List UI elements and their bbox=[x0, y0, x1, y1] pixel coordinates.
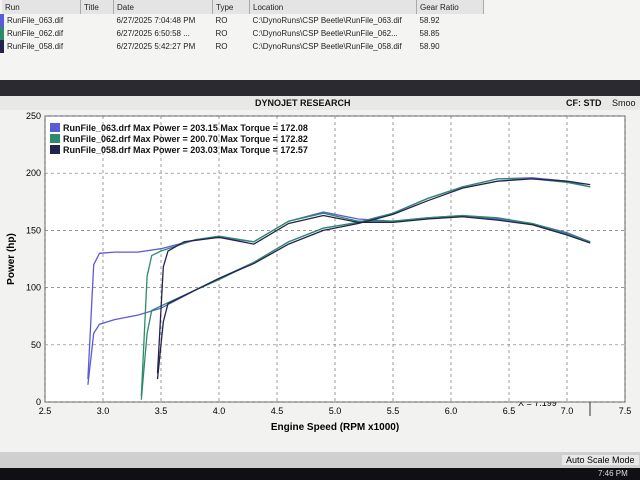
clock: 7:46 PM bbox=[598, 469, 628, 478]
chart: X = 7.199 0 50 100 150 200 250 2.5 3.0 3.5 4.0 4.5… bbox=[6, 111, 632, 433]
y-tick-label: 250 bbox=[26, 111, 41, 121]
cell: 6/27/2025 7:04:48 PM bbox=[116, 16, 196, 25]
x-tick-label: 4.0 bbox=[213, 406, 226, 416]
legend-swatch bbox=[50, 145, 60, 154]
cell: RunFile_062.dif bbox=[0, 27, 81, 40]
cell: 58.85 bbox=[419, 29, 440, 38]
x-tick-label: 3.0 bbox=[97, 406, 110, 416]
x-tick-label: 6.5 bbox=[503, 406, 516, 416]
taskbar: 7:46 PM bbox=[0, 468, 640, 480]
column-header: Type bbox=[212, 0, 250, 14]
column-header: Run bbox=[2, 0, 81, 14]
column-header: Title bbox=[80, 0, 114, 14]
legend-entry: RunFile_063.drf Max Power = 203.15 Max T… bbox=[63, 123, 308, 133]
cell: C:\DynoRuns\CSP Beetle\RunFile_063.dif bbox=[252, 16, 402, 25]
run-row[interactable]: RunFile_062.dif 6/27/2025 6:50:58 ... RO C:… bbox=[0, 27, 484, 40]
x-tick-label: 6.0 bbox=[445, 406, 458, 416]
x-tick-label: 2.5 bbox=[39, 406, 52, 416]
cell bbox=[81, 27, 114, 40]
run-rows: RunFile_063.dif 6/27/2025 7:04:48 PM RO C:\… bbox=[0, 14, 484, 53]
cell: 58.90 bbox=[419, 42, 440, 51]
cell: RunFile_063.dif bbox=[0, 14, 81, 27]
y-tick-label: 50 bbox=[31, 340, 41, 350]
cell: C:\DynoRuns\CSP Beetle\RunFile_058.dif bbox=[252, 42, 402, 51]
y-tick-label: 200 bbox=[26, 168, 41, 178]
column-header: Gear Ratio bbox=[416, 0, 484, 14]
cell: RO bbox=[215, 16, 228, 25]
cursor-annotation: X = 7.199 bbox=[518, 398, 557, 408]
y-tick-label: 100 bbox=[26, 283, 41, 293]
x-tick-label: 5.5 bbox=[387, 406, 400, 416]
smoothing-label: Smoo bbox=[612, 98, 636, 108]
x-tick-label: 5.0 bbox=[329, 406, 342, 416]
cell: RunFile_058.dif bbox=[0, 40, 81, 53]
cell bbox=[81, 40, 114, 53]
x-tick-label: 4.5 bbox=[271, 406, 284, 416]
run-row[interactable]: RunFile_063.dif 6/27/2025 7:04:48 PM RO C:\… bbox=[0, 14, 484, 27]
run-list: Run Title Date Type Location Gear Ratio RunFi… bbox=[0, 0, 640, 80]
legend-swatch bbox=[50, 123, 60, 132]
power-line bbox=[140, 178, 591, 400]
chart-header: DYNOJET RESEARCH CF: STD Smoo bbox=[0, 96, 640, 110]
cell: 6/27/2025 6:50:58 ... bbox=[116, 29, 190, 38]
y-tick-label: 0 bbox=[36, 397, 41, 407]
column-header: Location bbox=[249, 0, 417, 14]
cell: 58.92 bbox=[419, 16, 440, 25]
y-tick-label: 150 bbox=[26, 225, 41, 235]
status-bar: Auto Scale Mode bbox=[0, 452, 640, 468]
x-tick-label: 7.5 bbox=[619, 406, 632, 416]
torque-line bbox=[140, 212, 591, 397]
plot-area bbox=[44, 115, 626, 403]
legend-swatch bbox=[50, 134, 60, 143]
run-row[interactable]: RunFile_058.dif 6/27/2025 5:42:27 PM RO C:\… bbox=[0, 40, 484, 53]
column-header: Date bbox=[113, 0, 213, 14]
x-axis-label: Engine Speed (RPM x1000) bbox=[271, 422, 399, 433]
separator bbox=[0, 80, 640, 98]
cell: C:\DynoRuns\CSP Beetle\RunFile_062... bbox=[252, 29, 398, 38]
cell bbox=[81, 14, 114, 27]
cell: RO bbox=[215, 42, 228, 51]
x-tick-label: 7.0 bbox=[561, 406, 574, 416]
cell: 6/27/2025 5:42:27 PM bbox=[116, 42, 196, 51]
power-line bbox=[156, 178, 591, 380]
header-title: DYNOJET RESEARCH bbox=[255, 98, 351, 108]
header-row: Run Title Date Type Location Gear Ratio bbox=[2, 0, 484, 14]
run-table: Run Title Date Type Location Gear Ratio RunFi… bbox=[0, 0, 484, 53]
y-axis-label: Power (hp) bbox=[6, 233, 17, 285]
legend-entry: RunFile_058.drf Max Power = 203.03 Max T… bbox=[63, 145, 308, 155]
plot-panel: X = 7.199 0 50 100 150 200 250 2.5 3.0 3.5 4.0 4.5… bbox=[0, 110, 640, 452]
x-tick-label: 3.5 bbox=[155, 406, 168, 416]
cf-label: CF: STD bbox=[566, 98, 602, 108]
torque-line bbox=[156, 214, 591, 374]
legend-entry: RunFile_062.drf Max Power = 200.70 Max T… bbox=[63, 134, 308, 144]
cell: RO bbox=[215, 29, 228, 38]
scale-mode[interactable]: Auto Scale Mode bbox=[562, 455, 639, 465]
